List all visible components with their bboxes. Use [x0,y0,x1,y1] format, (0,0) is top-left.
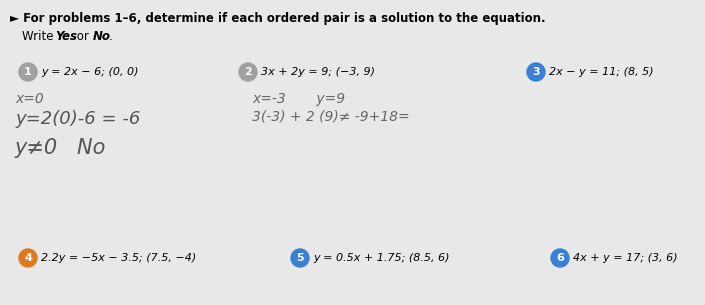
Circle shape [239,63,257,81]
Text: 5: 5 [296,253,304,263]
Text: y = 0.5x + 1.75; (8.5, 6): y = 0.5x + 1.75; (8.5, 6) [313,253,450,263]
Text: No: No [93,30,111,43]
Text: 2x − y = 11; (8, 5): 2x − y = 11; (8, 5) [549,67,654,77]
Circle shape [19,249,37,267]
Text: y≠0   No: y≠0 No [15,138,106,158]
Text: x=0: x=0 [15,92,44,106]
Text: y = 2x − 6; (0, 0): y = 2x − 6; (0, 0) [41,67,138,77]
Text: 2: 2 [244,67,252,77]
Circle shape [19,63,37,81]
Text: or: or [73,30,92,43]
Circle shape [527,63,545,81]
Text: x=-3       y=9: x=-3 y=9 [252,92,345,106]
Text: 2.2y = −5x − 3.5; (7.5, −4): 2.2y = −5x − 3.5; (7.5, −4) [41,253,196,263]
Text: 4: 4 [24,253,32,263]
Text: ► For problems 1–6, determine if each ordered pair is a solution to the equation: ► For problems 1–6, determine if each or… [10,12,546,25]
Text: Write: Write [22,30,57,43]
Text: 4x + y = 17; (3, 6): 4x + y = 17; (3, 6) [573,253,678,263]
Text: 3(-3) + 2 (9)≠ -9+18=: 3(-3) + 2 (9)≠ -9+18= [252,110,410,124]
Text: 3: 3 [532,67,540,77]
Circle shape [291,249,309,267]
Text: 3x + 2y = 9; (−3, 9): 3x + 2y = 9; (−3, 9) [261,67,375,77]
Text: .: . [109,30,113,43]
Circle shape [551,249,569,267]
Text: y=2(0)-6 = -6: y=2(0)-6 = -6 [15,110,140,128]
Text: 6: 6 [556,253,564,263]
Text: Yes: Yes [55,30,77,43]
Text: 1: 1 [24,67,32,77]
